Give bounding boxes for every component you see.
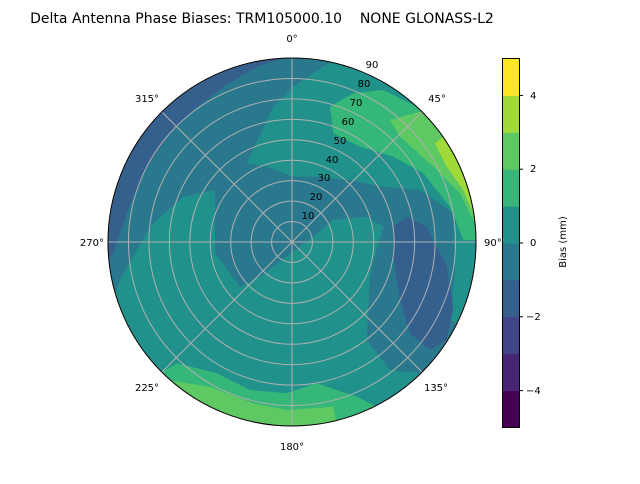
r-tick-label: 60 [342,117,355,128]
colorbar-band [502,279,520,318]
polar-grid [107,57,477,427]
theta-gridline [161,111,293,243]
colorbar-band [502,243,520,281]
colorbar-tick-label: 0 [530,238,536,249]
colorbar-tick-labels: 4 2 0 −2 −4 [526,91,541,397]
r-tick-label: 50 [334,136,347,147]
theta-tick-label: 270° [80,238,104,249]
theta-tick-label: 225° [135,383,159,394]
polar-frame [107,57,477,427]
colorbar-band [502,353,520,392]
colorbar-band [502,206,520,244]
r-tick-label: 80 [358,79,371,90]
colorbar-band [502,169,520,207]
r-tick-label: 40 [326,155,339,166]
theta-gridline [291,241,423,373]
colorbar-tick-label: −2 [526,312,541,323]
contour-region-upper-right-high [330,90,476,240]
colorbar-frame [502,58,520,428]
theta-gridline [161,241,293,373]
r-tick-label: 70 [350,98,363,109]
colorbar-tick-label: 4 [530,91,536,102]
colorbar-band [502,390,520,428]
theta-tick-labels: 0° 45° 90° 135° 180° 225° 270° 315° [80,34,502,453]
colorbar-band [502,95,520,133]
colorbar-band [502,316,520,355]
r-tick-labels: 10 20 30 40 50 60 70 80 90 [302,60,379,222]
r-tick-label: 30 [318,173,331,184]
r-tick-label: 20 [310,192,323,203]
contour-region-right-low [393,216,454,350]
colorbar-band [502,132,520,170]
theta-tick-label: 315° [135,94,159,105]
colorbar-tick-label: 2 [530,164,536,175]
colorbar-label: Bias (mm) [558,216,569,268]
theta-tick-label: 45° [428,94,446,105]
theta-tick-label: 0° [286,34,297,45]
chart-title: Delta Antenna Phase Biases: TRM105000.10… [30,11,494,27]
colorbar [502,58,523,428]
theta-gridline [291,111,423,243]
theta-tick-label: 135° [424,383,448,394]
theta-tick-label: 90° [484,238,502,249]
colorbar-tick-label: −4 [526,386,541,397]
colorbar-band [502,58,520,96]
theta-tick-label: 180° [280,442,304,453]
r-tick-label: 10 [302,211,315,222]
r-tick-label: 90 [366,60,379,71]
